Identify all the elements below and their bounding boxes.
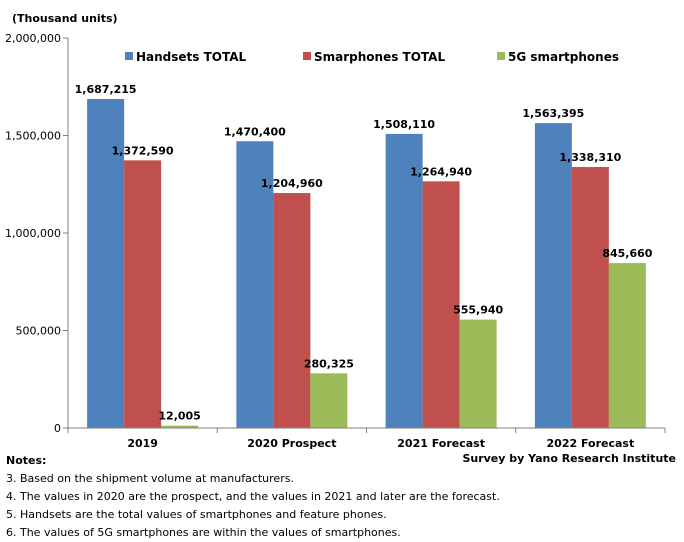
bar xyxy=(124,160,162,428)
bar xyxy=(87,98,125,428)
x-tick-label: 2019 xyxy=(127,437,158,450)
x-axis: 2019 2020 Prospect 2021 Forecast 2022 Forec… xyxy=(67,427,666,450)
bar xyxy=(571,167,609,429)
y-tick-label: 0 xyxy=(54,422,61,435)
note-item: 3. Based on the shipment volume at manuf… xyxy=(6,472,294,485)
data-label: 1,204,960 xyxy=(261,177,323,190)
y-tick-label: 1,000,000 xyxy=(5,227,61,240)
bar xyxy=(161,425,199,428)
bar xyxy=(273,193,311,428)
legend-swatch xyxy=(497,52,505,60)
legend-swatch xyxy=(125,52,133,60)
source-credit: Survey by Yano Research Institute xyxy=(462,452,676,465)
legend-label: Handsets TOTAL xyxy=(136,50,247,64)
y-axis: 0 500,000 1,000,000 1,500,000 2,000,000 xyxy=(5,32,69,435)
bar xyxy=(236,141,274,428)
y-tick-label: 2,000,000 xyxy=(5,32,61,45)
data-label: 1,338,310 xyxy=(559,151,621,164)
bar xyxy=(534,123,572,429)
data-label: 1,687,215 xyxy=(75,83,137,96)
data-label: 280,325 xyxy=(304,357,354,370)
data-label: 1,563,395 xyxy=(522,107,584,120)
y-tick-label: 500,000 xyxy=(16,325,62,338)
data-label: 555,940 xyxy=(453,304,503,317)
bars xyxy=(87,98,646,429)
legend-swatch xyxy=(303,52,311,60)
bar xyxy=(310,373,348,428)
data-label: 1,508,110 xyxy=(373,118,435,131)
data-labels: 1,687,215 1,372,590 12,005 1,470,400 1,204,9… xyxy=(75,83,653,423)
unit-label: (Thousand units) xyxy=(12,12,118,25)
bar-chart: (Thousand units) 0 500,000 1,000,000 1,500,… xyxy=(5,12,666,450)
data-label: 12,005 xyxy=(158,410,200,423)
data-label: 1,264,940 xyxy=(410,165,472,178)
x-tick-label: 2021 Forecast xyxy=(397,437,485,450)
x-tick-label: 2020 Prospect xyxy=(247,437,336,450)
notes: Notes: 3. Based on the shipment volume a… xyxy=(6,452,500,542)
bar xyxy=(422,181,460,428)
bar xyxy=(385,133,423,428)
note-item: 5. Handsets are the total values of smar… xyxy=(6,508,387,521)
note-item: 4. The values in 2020 are the prospect, … xyxy=(6,490,500,503)
bar xyxy=(608,263,646,428)
bar xyxy=(459,319,497,428)
notes-heading: Notes: xyxy=(6,454,47,467)
legend-label: 5G smartphones xyxy=(508,50,619,64)
x-tick-label: 2022 Forecast xyxy=(547,437,635,450)
note-item: 6. The values of 5G smartphones are with… xyxy=(6,526,401,539)
data-label: 845,660 xyxy=(602,247,652,260)
data-label: 1,470,400 xyxy=(224,125,286,138)
legend: Handsets TOTAL Smarphones TOTAL 5G smartph… xyxy=(125,50,619,64)
y-tick-label: 1,500,000 xyxy=(5,130,61,143)
legend-label: Smarphones TOTAL xyxy=(314,50,445,64)
data-label: 1,372,590 xyxy=(112,144,174,157)
